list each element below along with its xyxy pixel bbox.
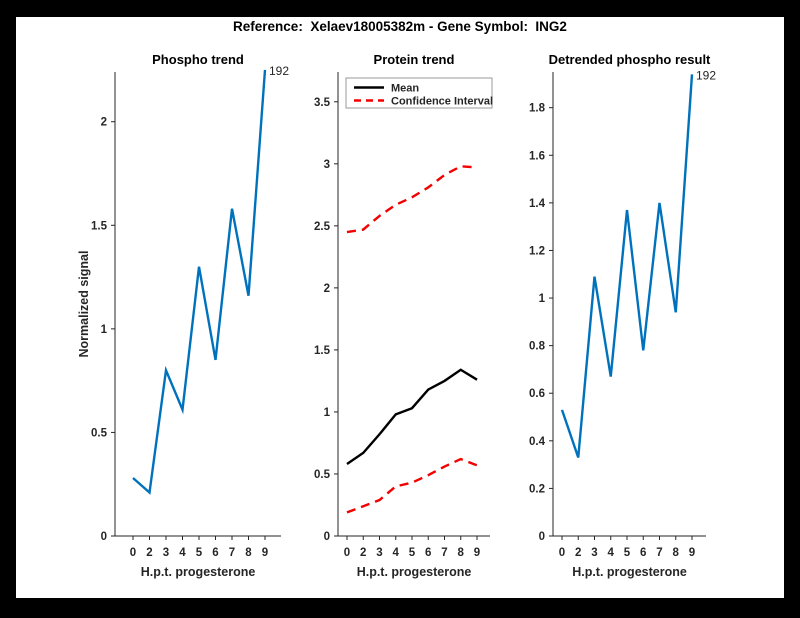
x-tick-label: 5 xyxy=(196,547,203,559)
x-tick-label: 0 xyxy=(130,547,136,559)
y-tick-label: 2.5 xyxy=(314,221,331,233)
x-tick-label: 3 xyxy=(163,547,169,559)
x-tick-label: 5 xyxy=(624,547,631,559)
y-axis-label: Normalized signal xyxy=(77,251,91,358)
x-tick-label: 8 xyxy=(245,547,252,559)
y-tick-label: 1 xyxy=(539,293,546,305)
subplot-title: Phospho trend xyxy=(152,52,244,67)
x-tick-label: 6 xyxy=(212,547,218,559)
figure-canvas xyxy=(16,17,784,598)
x-axis-label: H.p.t. progesterone xyxy=(572,565,687,579)
series-detrended-phospho xyxy=(560,74,694,458)
y-tick-label: 0.8 xyxy=(529,341,546,353)
legend-box xyxy=(345,77,493,109)
x-tick-label: 0 xyxy=(559,547,565,559)
y-tick-label: 2 xyxy=(324,283,330,295)
y-tick-label: 0 xyxy=(101,531,107,543)
y-tick-label: 0.5 xyxy=(314,469,331,481)
x-tick-label: 9 xyxy=(262,547,268,559)
x-tick-label: 7 xyxy=(441,547,447,559)
series-confidence-interval-lower xyxy=(346,457,478,514)
y-tick-label: 1 xyxy=(324,407,331,419)
x-tick-label: 6 xyxy=(425,547,431,559)
x-tick-label: 8 xyxy=(458,547,465,559)
x-tick-label: 5 xyxy=(409,547,416,559)
y-tick-label: 1.2 xyxy=(529,245,545,257)
x-tick-label: 6 xyxy=(640,547,646,559)
y-tick-label: 1.5 xyxy=(314,345,331,357)
y-tick-label: 3.5 xyxy=(314,97,331,109)
x-tick-label: 4 xyxy=(608,547,615,559)
x-axis-label: H.p.t. progesterone xyxy=(357,565,472,579)
y-tick-label: 0 xyxy=(324,531,330,543)
x-tick-label: 9 xyxy=(689,547,695,559)
endpoint-annotation: 192 xyxy=(269,64,289,78)
y-tick-label: 1.5 xyxy=(91,220,108,232)
x-tick-label: 3 xyxy=(591,547,597,559)
y-tick-label: 0.6 xyxy=(529,388,545,400)
legend-label: Confidence Interval xyxy=(391,96,493,108)
y-tick-label: 1.6 xyxy=(529,150,545,162)
x-tick-label: 2 xyxy=(146,547,152,559)
figure-title: Reference: Xelaev18005382m - Gene Symbol… xyxy=(233,19,567,34)
y-tick-label: 0 xyxy=(539,531,545,543)
endpoint-annotation: 192 xyxy=(696,68,716,82)
x-tick-label: 2 xyxy=(575,547,581,559)
y-tick-label: 1.8 xyxy=(529,103,546,115)
series-phospho-signal xyxy=(132,69,267,495)
series-confidence-interval-upper xyxy=(346,165,478,234)
x-tick-label: 0 xyxy=(344,547,350,559)
y-tick-label: 1 xyxy=(101,324,108,336)
x-tick-label: 3 xyxy=(376,547,382,559)
x-tick-label: 7 xyxy=(229,547,235,559)
subplot-title: Detrended phospho result xyxy=(549,52,711,67)
y-tick-label: 2 xyxy=(101,117,107,129)
x-tick-label: 4 xyxy=(179,547,186,559)
x-tick-label: 9 xyxy=(474,547,480,559)
x-tick-label: 8 xyxy=(673,547,680,559)
legend-label: Mean xyxy=(391,83,419,95)
x-tick-label: 4 xyxy=(393,547,400,559)
x-tick-label: 7 xyxy=(656,547,662,559)
y-tick-label: 3 xyxy=(324,159,330,171)
subplot-3: 0 2 3 4 5 6 7 8 900.20.40.60.811.21.41.61.8Detre… xyxy=(529,52,716,579)
x-axis-label: H.p.t. progesterone xyxy=(141,565,256,579)
series-mean xyxy=(346,368,478,466)
subplot-title: Protein trend xyxy=(374,52,455,67)
y-tick-label: 1.4 xyxy=(529,198,546,210)
x-tick-label: 2 xyxy=(360,547,366,559)
y-tick-label: 0.5 xyxy=(91,427,108,439)
y-tick-label: 0.2 xyxy=(529,483,545,495)
y-tick-label: 0.4 xyxy=(529,436,546,448)
